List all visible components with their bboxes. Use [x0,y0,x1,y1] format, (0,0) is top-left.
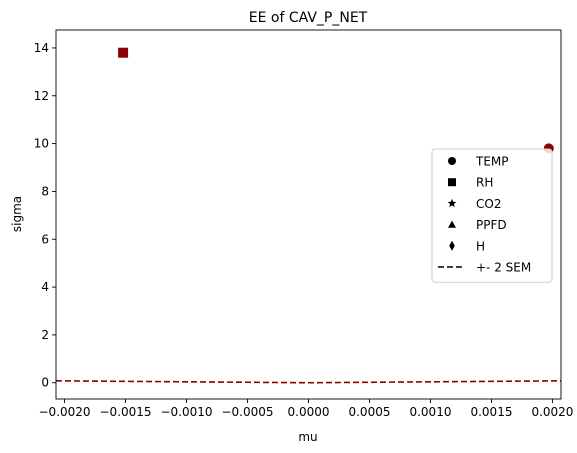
y-tick-label: 12 [34,89,49,103]
y-tick-label: 0 [41,376,49,390]
y-tick-label: 14 [34,41,49,55]
x-tick-label: 0.0010 [409,405,451,419]
legend-label-ppfd: PPFD [476,218,507,232]
y-tick-label: 2 [41,328,49,342]
legend-box [431,148,553,283]
y-tick-label: 6 [41,232,49,246]
legend: TEMP RH CO2 PPFD H +- 2 SEM [431,148,553,283]
sem-line [56,380,561,384]
legend-marker-ppfd [448,220,456,228]
y-tick-label: 4 [41,280,49,294]
y-tick-label: 8 [41,184,49,198]
legend-label-co2: CO2 [476,197,501,211]
chart-title: EE of CAV_P_NET [249,10,368,26]
data-point-rh [118,47,129,58]
x-tick-label: 0.0000 [288,405,330,419]
legend-marker-temp [448,157,456,165]
legend-label-temp: TEMP [475,155,509,169]
x-tick-label: −0.0015 [100,405,152,419]
x-axis-label: mu [298,430,317,444]
legend-label-rh: RH [476,176,493,190]
x-tick-label: −0.0010 [160,405,212,419]
legend-marker-h [449,240,455,251]
legend-label-2-sem: +- 2 SEM [476,261,531,275]
legend-label-h: H [476,239,485,253]
y-tick-label: 10 [34,137,49,151]
x-tick-label: −0.0005 [221,405,273,419]
x-tick-label: 0.0005 [348,405,390,419]
x-tick-label: 0.0015 [470,405,512,419]
x-tick-label: −0.0020 [39,405,91,419]
legend-marker-rh [448,178,456,187]
x-tick-label: 0.0020 [531,405,573,419]
legend-marker-co2 [447,198,457,208]
y-axis-label: sigma [10,196,24,232]
plot-area: −0.0020 −0.0015 −0.0010 −0.0005 0.0000 0.0005… [34,29,573,419]
